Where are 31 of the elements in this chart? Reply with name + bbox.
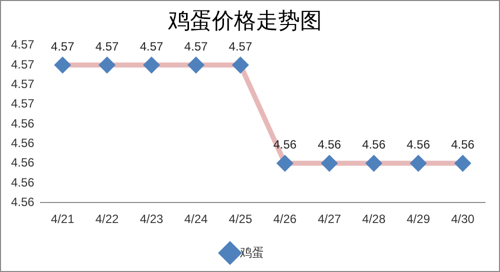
legend-label: 鸡蛋 [239,245,264,260]
y-tick-label: 4.57 [10,77,35,92]
data-label: 4.56 [362,138,386,152]
y-tick-label: 4.56 [10,175,35,190]
x-tick-label: 4/27 [318,212,342,226]
chart-title: 鸡蛋价格走势图 [167,8,322,34]
data-label: 4.57 [50,39,75,54]
data-label: 4.56 [273,138,297,152]
x-tick-label: 4/29 [406,212,430,226]
data-label: 4.57 [140,39,164,54]
x-tick-label: 4/23 [140,212,164,226]
y-tick-label: 4.57 [10,96,35,111]
x-tick-label: 4/28 [362,212,386,226]
x-tick-label: 4/25 [228,212,252,226]
x-tick-label: 4/21 [50,212,75,226]
data-label: 4.56 [406,138,430,152]
x-tick-label: 4/26 [273,212,297,226]
y-tick-label: 4.56 [10,136,35,150]
data-label: 4.57 [184,39,208,54]
data-label: 4.57 [228,39,252,54]
x-tick-label: 4/24 [184,212,208,226]
data-label: 4.56 [451,138,475,152]
y-tick-label: 4.56 [10,116,35,130]
y-tick-label: 4.57 [10,38,35,52]
x-tick-label: 4/22 [95,212,120,226]
x-tick-label: 4/30 [451,212,475,226]
y-tick-label: 4.57 [10,57,35,72]
data-label: 4.57 [95,39,120,54]
y-tick-label: 4.56 [10,194,35,209]
y-tick-label: 4.56 [10,156,35,170]
data-label: 4.56 [318,138,342,152]
